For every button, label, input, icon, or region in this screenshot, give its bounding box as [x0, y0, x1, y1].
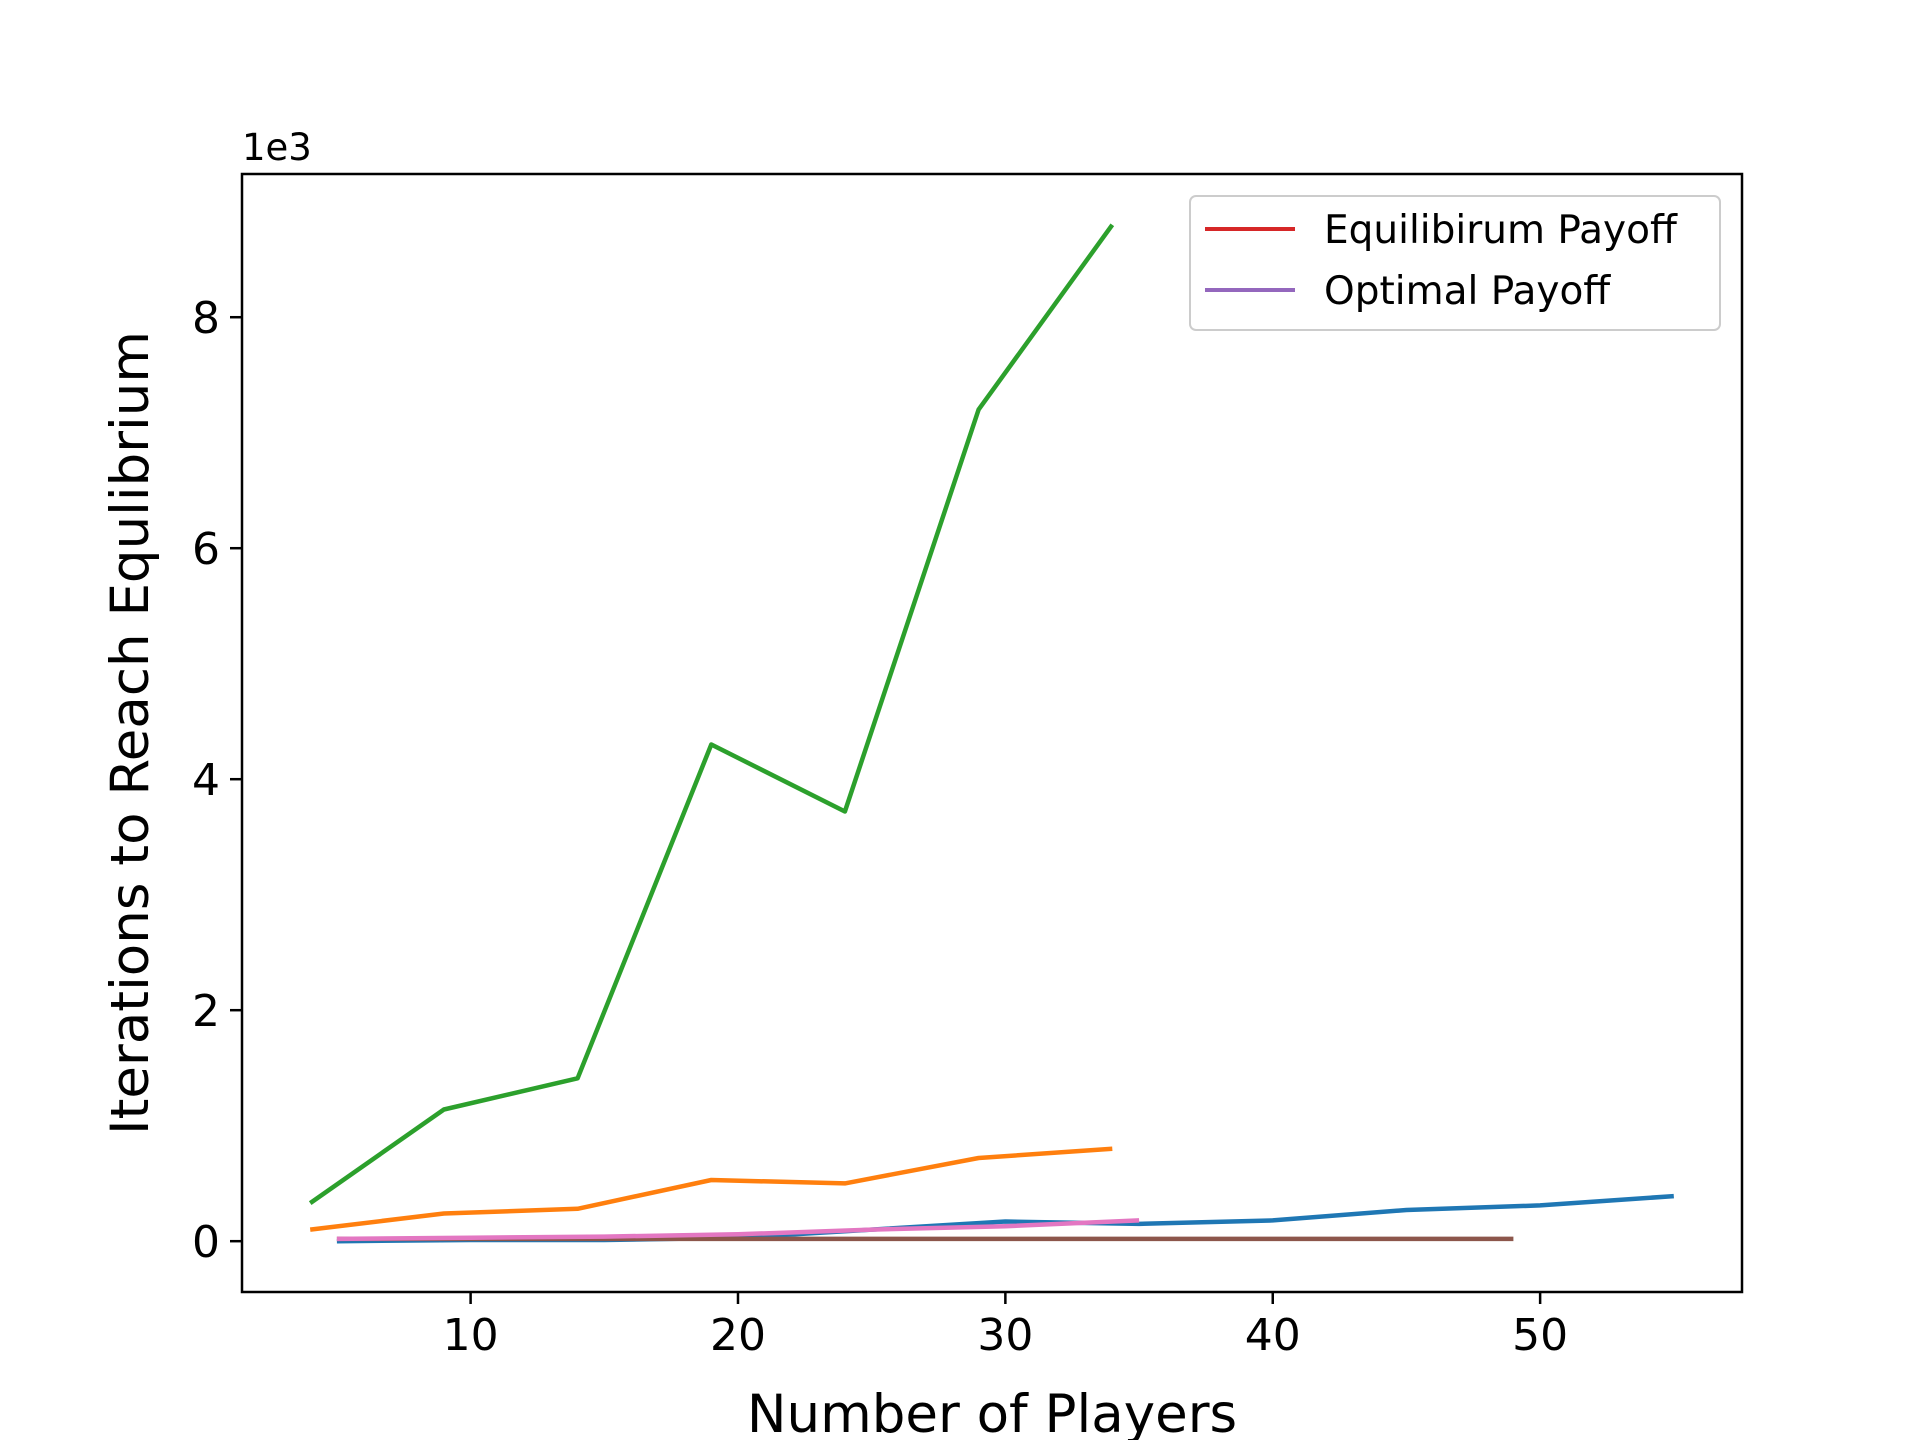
y-axis: 0 2 4 6 8	[192, 293, 242, 1268]
legend-label-equilibrium-payoff: Equilibirum Payoff	[1324, 208, 1678, 253]
x-tick-label: 10	[443, 1310, 499, 1361]
y-axis-label: Iterations to Reach Equlibrium	[100, 331, 161, 1135]
y-tick-label: 2	[192, 986, 220, 1037]
x-tick-label: 40	[1245, 1310, 1301, 1361]
y-tick-label: 0	[192, 1217, 220, 1268]
y-offset-label: 1e3	[242, 126, 312, 169]
legend-box	[1189, 195, 1721, 331]
series-layer	[308, 223, 1674, 1244]
x-tick-label: 50	[1512, 1310, 1568, 1361]
y-tick-label: 6	[192, 524, 220, 575]
series-line-5	[336, 1218, 1140, 1242]
y-tick-label: 8	[192, 293, 220, 344]
x-axis-label: Number of Players	[747, 1384, 1237, 1440]
plot-frame	[240, 172, 1744, 1294]
legend-label-optimal-payoff: Optimal Payoff	[1324, 269, 1611, 314]
legend: Equilibirum Payoff Optimal Payoff	[1189, 195, 1721, 331]
plot-area	[242, 174, 1742, 1292]
x-tick-label: 30	[977, 1310, 1033, 1361]
x-axis: 10 20 30 40 50	[443, 1292, 1568, 1361]
series-line-2	[309, 1146, 1113, 1232]
series-line-3	[308, 223, 1115, 1205]
x-tick-label: 20	[710, 1310, 766, 1361]
y-tick-label: 4	[192, 755, 220, 806]
